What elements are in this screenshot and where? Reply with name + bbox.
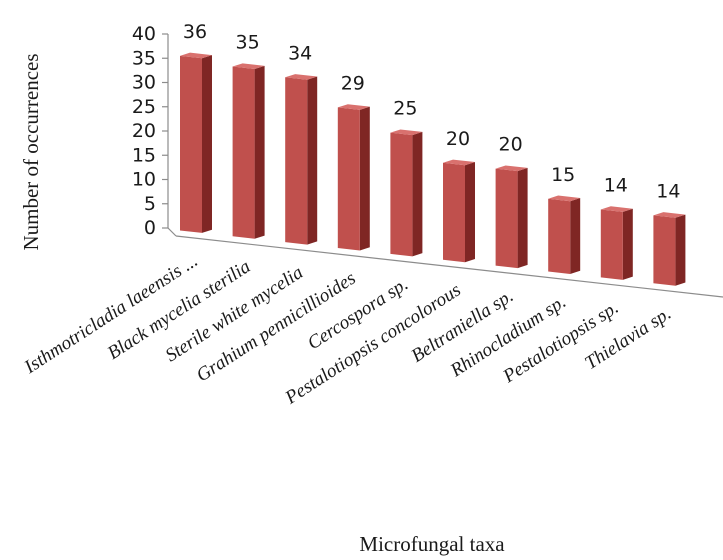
bar-top (600, 206, 633, 212)
y-tick-label: 25 (132, 96, 156, 118)
data-label: 29 (341, 72, 365, 94)
bar-side (412, 131, 423, 257)
y-tick-label: 15 (132, 144, 156, 166)
data-label: 34 (288, 42, 312, 64)
data-label: 20 (446, 128, 470, 150)
data-labels: 36 35 34 29 25 20 20 15 14 14 (183, 21, 681, 202)
category-labels: Isthmotricladia laeensis ...Black myceli… (20, 250, 675, 409)
bar (495, 165, 528, 269)
bar (390, 129, 423, 257)
data-label: 15 (551, 164, 575, 186)
bar-front (337, 107, 360, 251)
bar (600, 206, 633, 280)
bars (180, 52, 686, 286)
bar-top (653, 212, 686, 218)
bar-front (390, 132, 413, 257)
bar-side (517, 167, 528, 269)
bar-front (495, 168, 518, 269)
data-label: 20 (499, 134, 523, 156)
bar-front (653, 215, 676, 286)
bar-top (390, 129, 423, 136)
y-tick-label: 20 (132, 120, 156, 142)
bar (653, 212, 686, 286)
bar (443, 159, 475, 263)
bar-side (202, 55, 212, 233)
y-tick-label: 10 (132, 169, 156, 191)
x-axis-title: Microfungal taxa (359, 532, 505, 556)
y-axis-title: Number of occurrences (19, 53, 43, 250)
y-tick-label: 30 (132, 72, 156, 94)
bar-front (443, 162, 465, 263)
bar (337, 104, 370, 251)
data-label: 36 (183, 21, 207, 43)
y-tick-label: 5 (144, 193, 156, 215)
data-label: 35 (236, 32, 260, 54)
bar-front (600, 209, 623, 280)
bar (285, 74, 318, 245)
bar-side (622, 208, 633, 280)
bar-side (465, 162, 475, 263)
y-tick-label: 0 (144, 217, 156, 239)
bar-top (180, 52, 212, 59)
bar-top (232, 63, 265, 70)
bar (232, 63, 265, 239)
bar-side (307, 76, 318, 245)
bar (180, 52, 212, 233)
data-label: 14 (656, 180, 680, 202)
data-label: 25 (393, 98, 417, 120)
bar-front (232, 66, 255, 239)
bar-top (548, 195, 581, 202)
y-tick-label: 35 (132, 47, 156, 69)
bar-top (337, 104, 370, 110)
bar-side (570, 198, 581, 274)
bar-top (285, 74, 318, 80)
bar-top (443, 159, 475, 166)
bar-front (285, 77, 308, 245)
bar-side (254, 65, 265, 239)
bar-side (359, 106, 370, 251)
bar-side (675, 214, 686, 286)
floor-depth-line (167, 227, 177, 237)
bar-top (495, 165, 528, 172)
x-axis-line (175, 235, 723, 298)
bar-front (548, 198, 571, 274)
data-label: 14 (604, 174, 628, 196)
bar-front (180, 55, 202, 233)
y-tick-label: 40 (132, 23, 156, 45)
bar (548, 195, 581, 274)
